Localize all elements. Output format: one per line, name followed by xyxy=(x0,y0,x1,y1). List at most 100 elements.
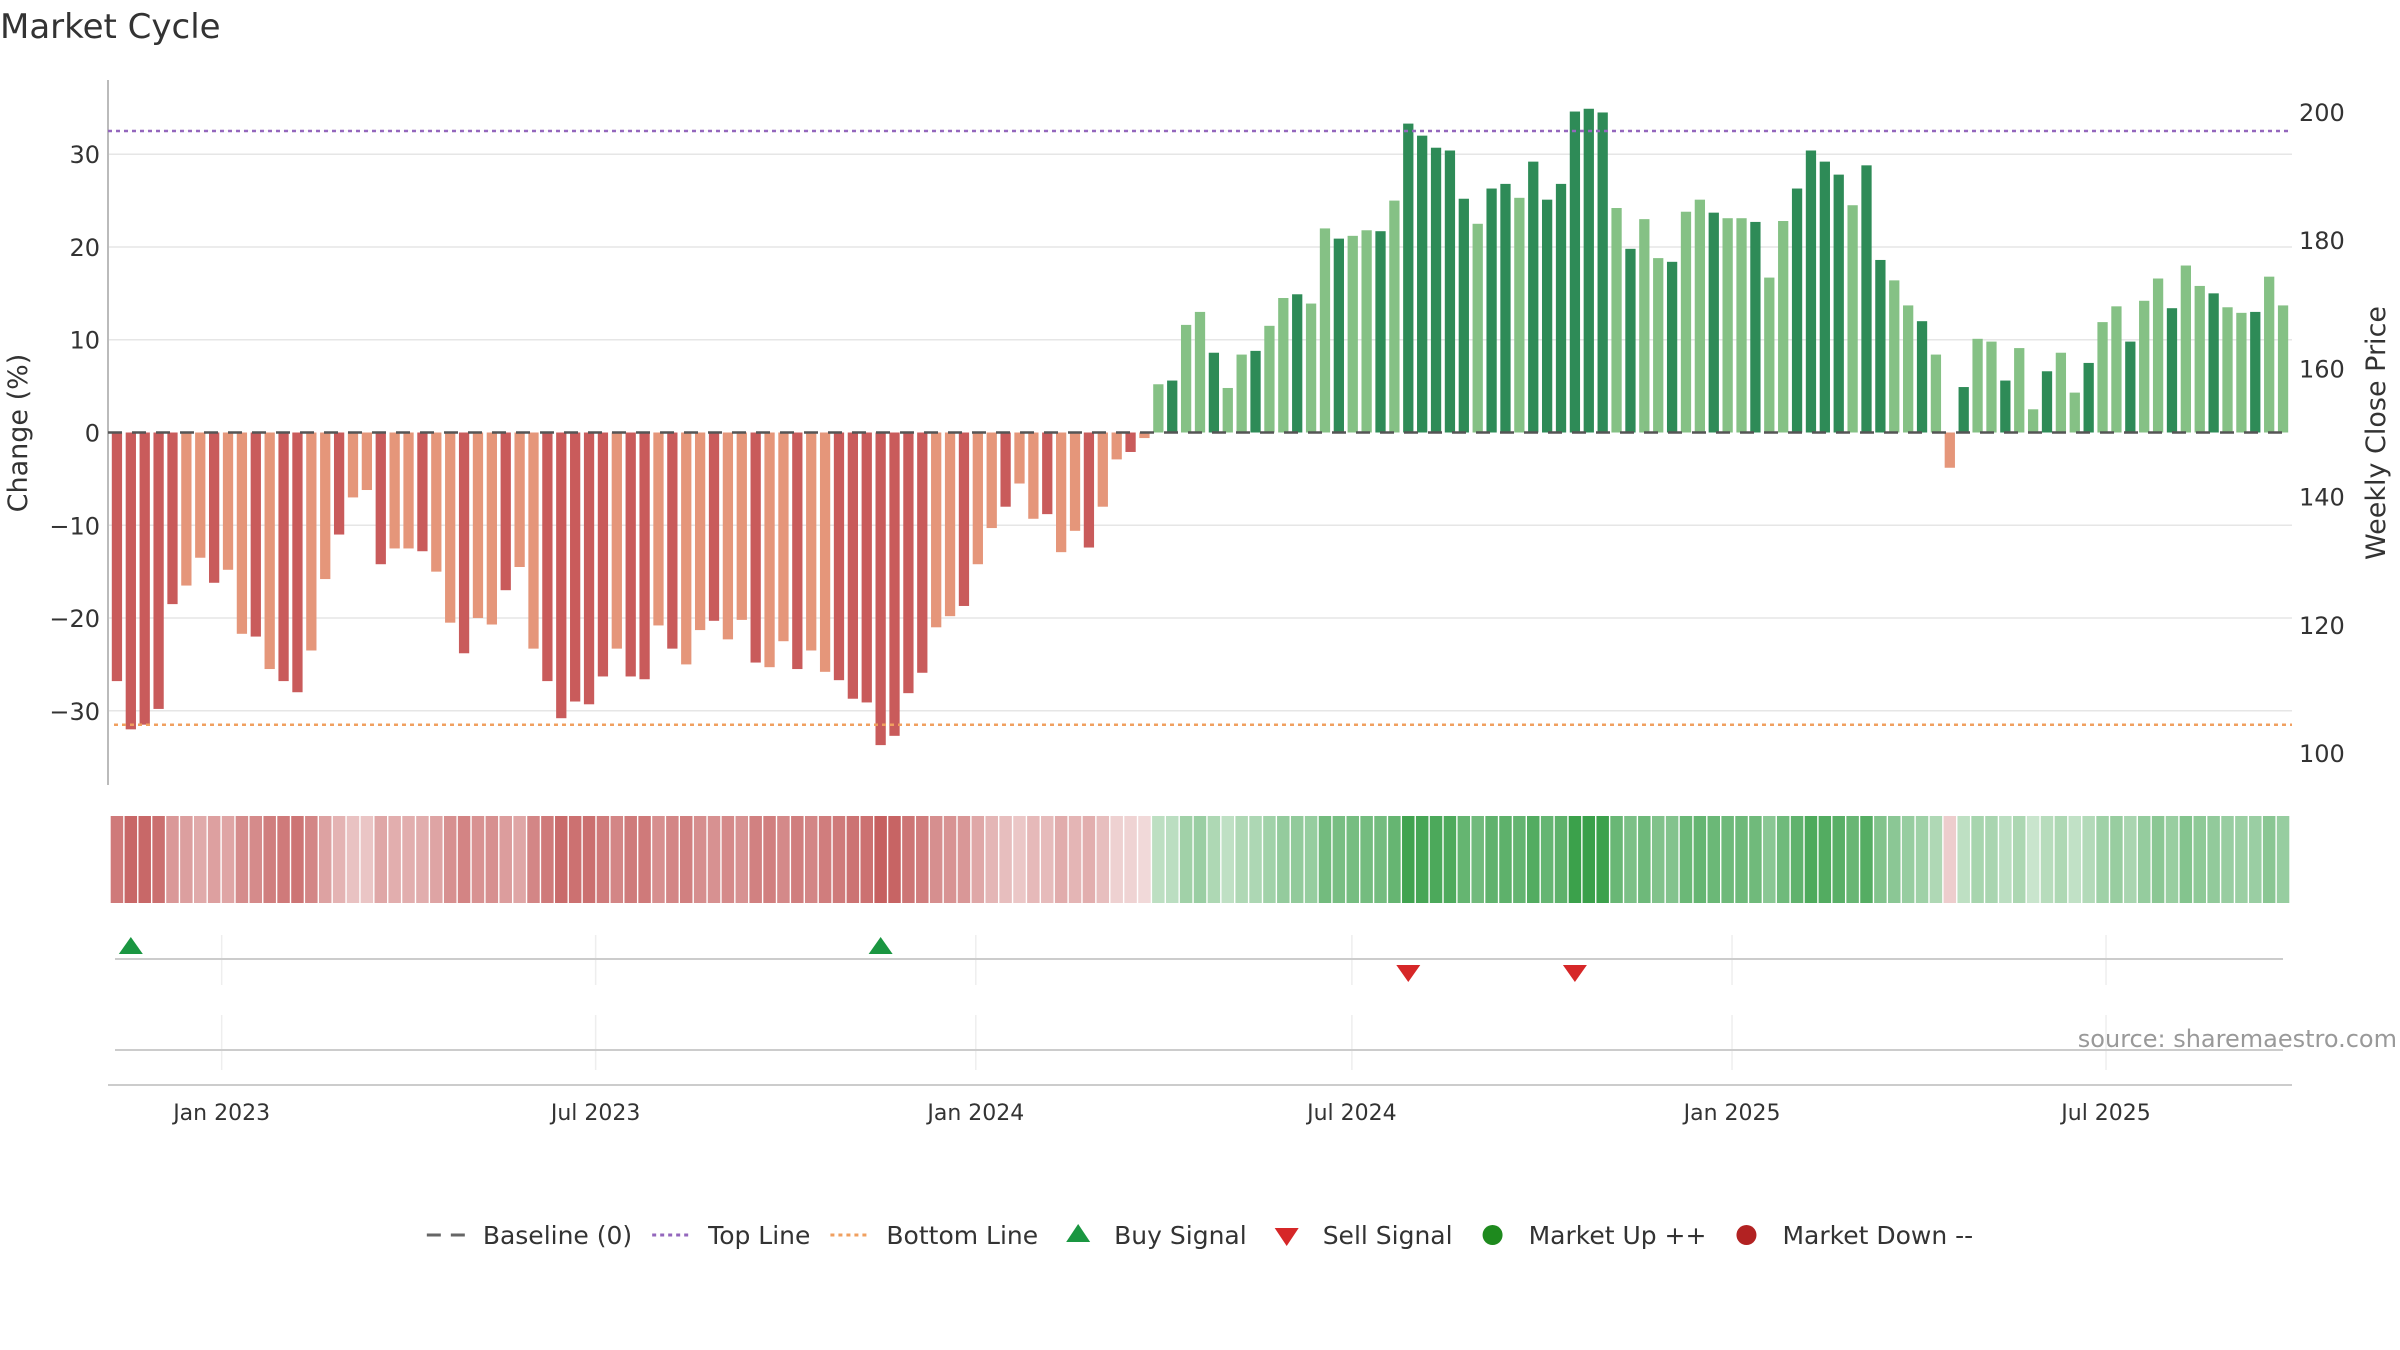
heat-cell xyxy=(1707,816,1721,903)
heat-cell xyxy=(527,816,540,903)
y2-tick-label: 140 xyxy=(2299,484,2345,512)
change-bar xyxy=(875,432,886,746)
legend-item: Market Down -- xyxy=(1736,1221,1973,1250)
heat-cell xyxy=(1749,816,1762,903)
change-bar xyxy=(2041,371,2053,433)
change-bar xyxy=(1583,108,1594,433)
legend: Baseline (0) Top Line Bottom Line Buy Signa… xyxy=(426,1221,1973,1250)
heat-cell xyxy=(971,816,985,903)
heat-cell xyxy=(2193,816,2206,903)
x-tick-label: Jul 2023 xyxy=(549,1101,641,1126)
change-bar xyxy=(361,432,373,491)
heat-cell xyxy=(652,816,665,903)
x-tick-label: Jan 2025 xyxy=(1682,1101,1781,1126)
heat-cell xyxy=(693,816,707,903)
heat-cell xyxy=(777,816,790,903)
sell-signal-marker xyxy=(1396,965,1421,982)
heat-cell xyxy=(763,816,776,903)
change-bar xyxy=(1375,231,1386,433)
change-bar xyxy=(1347,235,1358,433)
change-bar xyxy=(181,432,192,586)
heat-cell xyxy=(1138,816,1151,903)
change-bar xyxy=(333,432,345,535)
change-bar xyxy=(556,432,567,719)
legend-triangle-down-icon xyxy=(1274,1228,1299,1246)
y-axis-ticks: 30 20 10 0 −10 −20 −30 xyxy=(49,141,100,726)
heat-cell xyxy=(1860,816,1873,903)
heat-cell xyxy=(1596,816,1609,903)
heat-cell xyxy=(2249,816,2262,903)
heat-cell xyxy=(1277,816,1290,903)
change-bar xyxy=(1819,161,1830,433)
heat-cell xyxy=(110,816,124,903)
change-bar xyxy=(1069,432,1081,531)
change-bar xyxy=(1791,188,1803,433)
heat-cell xyxy=(818,816,832,903)
heat-cell xyxy=(1915,816,1929,903)
change-bar xyxy=(403,432,414,549)
change-bar xyxy=(2208,293,2219,433)
change-bar xyxy=(1430,147,1442,433)
y-tick-label: −10 xyxy=(49,512,100,540)
heat-cell xyxy=(1304,816,1318,903)
heat-cell xyxy=(791,816,804,903)
change-bar xyxy=(1736,218,1747,433)
change-bar xyxy=(972,432,983,565)
change-bar xyxy=(1180,324,1192,433)
heat-cell xyxy=(1457,816,1471,903)
x-tick-label: Jan 2023 xyxy=(171,1101,270,1126)
change-bar xyxy=(528,432,539,649)
change-bar xyxy=(2097,322,2108,433)
heat-cell xyxy=(2151,816,2165,903)
change-bar xyxy=(1972,338,1983,433)
change-bar xyxy=(1653,258,1664,433)
heat-cell xyxy=(1943,816,1957,903)
change-bar xyxy=(1250,350,1261,433)
change-bar xyxy=(2180,265,2191,433)
y2-tick-label: 160 xyxy=(2299,355,2345,383)
heat-cell xyxy=(1346,816,1359,903)
change-bar xyxy=(1694,199,1706,433)
source-note: source: sharemaestro.com xyxy=(2078,1025,2397,1053)
change-bar xyxy=(1486,188,1497,433)
change-bar xyxy=(806,432,817,651)
y2-tick-label: 200 xyxy=(2299,99,2345,127)
y-tick-label: 0 xyxy=(85,420,100,448)
heat-cell xyxy=(624,816,637,903)
y-tick-label: 20 xyxy=(69,234,100,262)
heat-cell xyxy=(2221,816,2234,903)
change-bar xyxy=(167,432,178,605)
heat-cell xyxy=(2068,816,2082,903)
change-bar xyxy=(958,432,970,606)
change-bar xyxy=(1167,380,1178,433)
heat-cell xyxy=(929,816,943,903)
change-bar xyxy=(1194,311,1206,433)
heat-cell xyxy=(1651,816,1665,903)
change-bar xyxy=(694,432,706,631)
heat-cell xyxy=(221,816,235,903)
heat-cell xyxy=(332,816,346,903)
heat-cell xyxy=(638,816,651,903)
heat-cell xyxy=(457,816,471,903)
legend-label: Sell Signal xyxy=(1323,1221,1453,1250)
heat-cell xyxy=(1679,816,1693,903)
change-bar xyxy=(347,432,359,498)
heat-cell xyxy=(194,816,207,903)
heat-cell xyxy=(1874,816,1887,903)
heat-cell xyxy=(2235,816,2248,903)
heat-cell xyxy=(207,816,221,903)
heat-cell xyxy=(388,816,401,903)
heat-cell xyxy=(1221,816,1235,903)
y-tick-label: 10 xyxy=(69,327,100,355)
heat-cell xyxy=(1846,816,1859,903)
heat-cell xyxy=(1804,816,1818,903)
change-bar xyxy=(597,432,609,677)
sell-signal-marker xyxy=(1562,965,1587,982)
heat-cell xyxy=(2040,816,2054,903)
heat-cell xyxy=(1402,816,1415,903)
heat-cell xyxy=(2012,816,2026,903)
legend-item: Bottom Line xyxy=(830,1221,1038,1250)
change-bar xyxy=(500,432,511,591)
change-bar xyxy=(222,432,234,570)
